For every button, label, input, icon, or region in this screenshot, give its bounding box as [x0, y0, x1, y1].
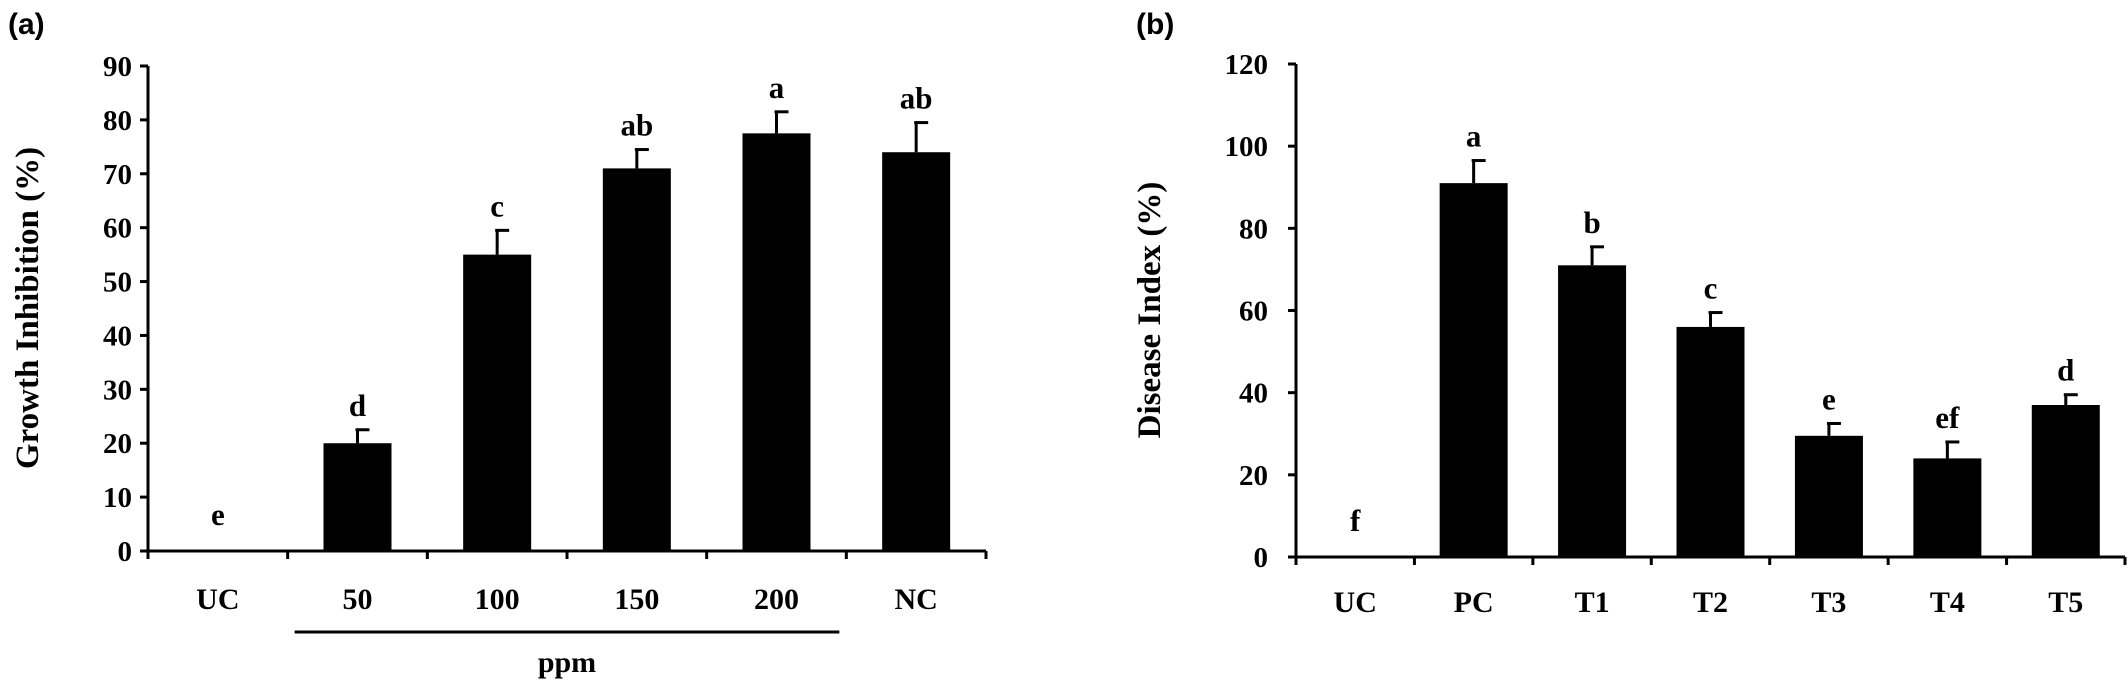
x-tick-label: T2 — [1693, 586, 1728, 619]
y-tick-label: 90 — [103, 51, 132, 83]
bar — [1439, 183, 1508, 557]
bar — [1794, 435, 1863, 557]
y-tick-label: 70 — [103, 159, 132, 191]
significance-label: f — [1350, 503, 1361, 538]
bar — [1558, 265, 1627, 557]
bar — [742, 133, 811, 551]
panel-label: (b) — [1136, 8, 1174, 41]
y-tick-label: 120 — [1225, 49, 1269, 81]
x-tick-label: NC — [894, 583, 937, 616]
x-tick-label: 150 — [614, 583, 659, 616]
y-axis-title: Disease Index (%) — [1132, 182, 1168, 439]
significance-label: d — [2057, 353, 2074, 388]
x-tick-label: 200 — [754, 583, 799, 616]
y-tick-label: 20 — [103, 428, 132, 460]
x-tick-label: 100 — [475, 583, 520, 616]
significance-label: a — [1466, 119, 1482, 154]
panel-label: (a) — [8, 8, 45, 41]
y-axis-title: Growth Inhibition (%) — [10, 147, 46, 469]
y-tick-label: 40 — [1239, 378, 1268, 410]
significance-label: ab — [900, 81, 933, 116]
bar — [323, 443, 392, 551]
group-label: ppm — [538, 646, 596, 679]
y-tick-label: 80 — [103, 105, 132, 137]
chart-panel-2: (b) Disease Index (%) 0 20 40 60 80 100 120 f UC a P… — [1132, 8, 2127, 619]
bar — [882, 152, 951, 551]
chart-panel-1: (a) Growth Inhibition (%) 0 10 20 30 40 50 60 70 8… — [8, 8, 988, 679]
significance-label: ab — [620, 108, 653, 143]
significance-label: e — [211, 497, 225, 532]
bar — [1913, 458, 1982, 557]
significance-label: c — [1704, 271, 1718, 306]
y-tick-label: 50 — [103, 267, 132, 299]
x-tick-label: 50 — [343, 583, 373, 616]
y-tick-label: 40 — [103, 320, 132, 352]
y-tick-label: 100 — [1225, 131, 1269, 163]
significance-label: a — [769, 70, 785, 105]
significance-label: c — [490, 188, 504, 223]
y-tick-label: 0 — [118, 536, 133, 568]
x-tick-label: T5 — [2048, 586, 2083, 619]
y-tick-label: 60 — [1239, 296, 1268, 328]
bar — [602, 168, 671, 551]
bar — [1676, 326, 1745, 557]
significance-label: d — [349, 388, 366, 423]
y-tick-label: 10 — [103, 482, 132, 514]
x-tick-label: T4 — [1930, 586, 1965, 619]
y-tick-label: 60 — [103, 213, 132, 245]
significance-label: ef — [1935, 400, 1960, 435]
y-tick-label: 80 — [1239, 213, 1268, 245]
x-tick-label: UC — [196, 583, 239, 616]
y-tick-label: 30 — [103, 374, 132, 406]
bar — [463, 254, 532, 551]
significance-label: b — [1583, 205, 1600, 240]
y-tick-label: 0 — [1254, 542, 1269, 574]
y-tick-label: 20 — [1239, 460, 1268, 492]
x-tick-label: UC — [1334, 586, 1377, 619]
x-tick-label: PC — [1454, 586, 1494, 619]
x-tick-label: T3 — [1811, 586, 1846, 619]
bar — [2031, 404, 2100, 557]
x-tick-label: T1 — [1575, 586, 1610, 619]
significance-label: e — [1822, 381, 1836, 416]
